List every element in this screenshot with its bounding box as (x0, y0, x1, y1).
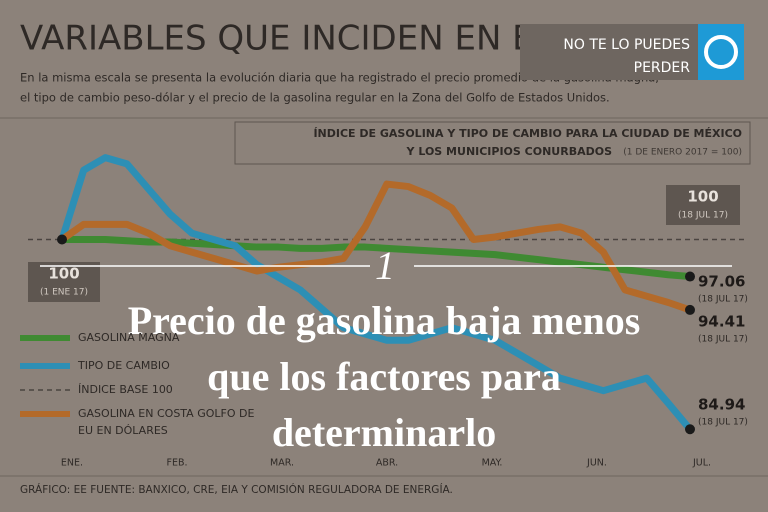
end-dot (685, 304, 695, 315)
end-label: 97.06 (698, 273, 745, 291)
badge-bg[interactable] (520, 24, 698, 80)
end-dot (685, 424, 695, 435)
legend-label: ÍNDICE BASE 100 (78, 383, 173, 396)
end-label: 84.94 (698, 396, 745, 414)
headline: Precio de gasolina baja menos (128, 298, 641, 343)
headline: determinarlo (272, 410, 496, 455)
x-tick-label: MAY. (482, 458, 503, 469)
legend-label: GASOLINA EN COSTA GOLFO DE EU EN DÓLARES (78, 407, 255, 437)
end-date: (18 JUL 17) (698, 335, 748, 345)
end-dot (685, 271, 695, 282)
x-tick-label: JUL. (692, 458, 711, 469)
callout-box (666, 185, 740, 225)
chart-title: Y LOS MUNICIPIOS CONURBADOS (406, 145, 613, 158)
series-line (58, 154, 693, 432)
badge-icon-ring (704, 35, 738, 69)
chart-subtitle: (1 DE ENERO 2017 = 100) (623, 148, 742, 158)
series-line (59, 180, 692, 314)
legend-label: GASOLINA MAGNA (78, 331, 180, 344)
end-label: 94.41 (698, 313, 745, 331)
start-dot (57, 234, 67, 245)
x-tick-label: MAR. (270, 458, 294, 469)
x-tick-label: ENE. (61, 458, 83, 469)
subtitle: el tipo de cambio peso-dólar y el precio… (20, 91, 610, 105)
x-tick-label: FEB. (166, 458, 187, 469)
callout-value: 100 (687, 188, 718, 206)
x-tick-label: ABR. (376, 458, 398, 469)
box (234, 121, 751, 165)
chart-title: ÍNDICE DE GASOLINA Y TIPO DE CAMBIO PARA… (313, 127, 742, 140)
source: GRÁFICO: EE FUENTE: BANXICO, CRE, EIA Y … (20, 483, 453, 496)
end-date: (18 JUL 17) (698, 418, 748, 428)
overlay-number: 1 (375, 243, 395, 288)
subtitle: En la misma escala se presenta la evoluc… (20, 71, 659, 85)
legend-label: TIPO DE CAMBIO (78, 359, 170, 372)
end-date: (18 JUL 17) (698, 295, 748, 305)
callout-box (28, 262, 100, 302)
callout-value: 100 (48, 265, 79, 283)
badge-text[interactable]: NO TE LO PUEDES (563, 37, 690, 53)
callout-date: (18 JUL 17) (678, 211, 728, 221)
x-tick-label: JUN. (586, 458, 607, 469)
headline: que los factores para (207, 354, 561, 399)
callout-date: (1 ENE 17) (40, 288, 88, 298)
badge-text[interactable]: PERDER (634, 60, 691, 76)
